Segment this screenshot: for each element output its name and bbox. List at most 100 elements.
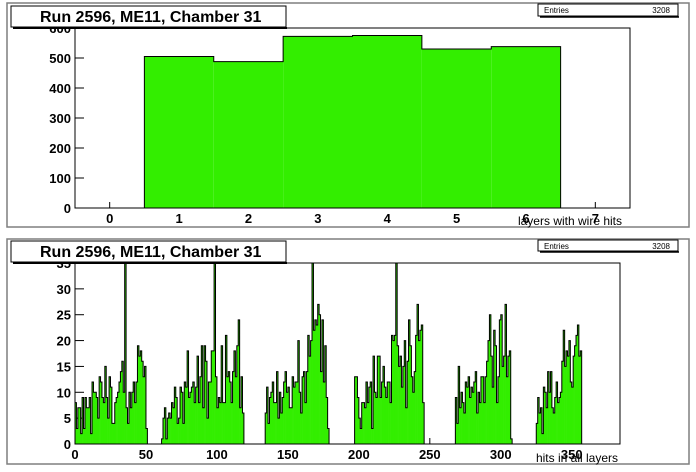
- top-stats-label: Entries: [544, 6, 569, 15]
- bottom-bin: [560, 392, 563, 444]
- bottom-bin: [415, 335, 418, 444]
- bottom-bin: [206, 418, 209, 444]
- top-stats-value: 3208: [652, 6, 670, 15]
- bottom-bin: [178, 418, 181, 444]
- bottom-bin: [502, 366, 504, 444]
- bottom-bin: [408, 319, 411, 444]
- bottom-bin: [241, 376, 243, 444]
- bottom-bin: [564, 366, 567, 444]
- bottom-bin: [323, 381, 326, 444]
- bottom-bin: [402, 366, 405, 444]
- bottom-bin: [387, 381, 389, 444]
- bottom-bin: [90, 433, 93, 444]
- bottom-bin: [561, 361, 564, 444]
- bottom-bin: [97, 418, 100, 444]
- bottom-bin: [536, 423, 538, 444]
- bottom-bin: [273, 402, 276, 444]
- top-bar: [144, 56, 214, 208]
- bottom-bin: [554, 397, 557, 444]
- bottom-bin: [573, 356, 575, 444]
- bottom-y-tick-label: 20: [57, 334, 71, 349]
- bottom-bin: [470, 387, 473, 444]
- bottom-bin: [506, 376, 509, 444]
- bottom-bin: [215, 376, 218, 444]
- bottom-bin: [195, 387, 198, 444]
- bottom-bin: [473, 381, 476, 444]
- bottom-bin: [401, 387, 404, 444]
- bottom-bin: [558, 397, 561, 444]
- top-x-tick-label: 4: [384, 211, 392, 226]
- bottom-bin: [287, 387, 290, 444]
- bottom-bin: [492, 387, 494, 444]
- bottom-bin: [456, 423, 459, 444]
- bottom-bin: [228, 371, 231, 444]
- bottom-bin: [216, 407, 219, 444]
- bottom-bin: [462, 402, 465, 444]
- top-x-tick-label: 5: [453, 211, 460, 226]
- bottom-bin: [404, 340, 406, 444]
- bottom-bin: [405, 407, 408, 444]
- bottom-bin: [143, 376, 145, 444]
- bottom-bin: [507, 356, 510, 444]
- bottom-bin: [495, 345, 497, 444]
- bottom-bin: [180, 387, 182, 444]
- bottom-bin: [503, 356, 506, 444]
- bottom-bin: [199, 376, 202, 444]
- bottom-bin: [201, 345, 204, 444]
- bottom-bin: [539, 412, 541, 444]
- bottom-x-tick-label: 200: [348, 447, 370, 462]
- bottom-bin: [99, 376, 101, 444]
- bottom-bin: [124, 263, 127, 444]
- bottom-bin: [370, 381, 372, 444]
- bottom-bin: [382, 366, 385, 444]
- bottom-bin: [409, 345, 412, 444]
- bottom-bin: [198, 402, 201, 444]
- bottom-bin: [377, 356, 380, 444]
- bottom-bin: [394, 335, 397, 444]
- bottom-bin: [540, 407, 543, 444]
- bottom-bin: [570, 381, 573, 444]
- bottom-bin: [400, 356, 402, 444]
- bottom-bin: [509, 350, 512, 444]
- bottom-bin: [185, 387, 188, 444]
- bottom-bin: [140, 350, 143, 444]
- bottom-bin: [93, 392, 96, 444]
- bottom-bin: [144, 366, 147, 444]
- bottom-bin: [418, 340, 421, 444]
- bottom-bin: [398, 366, 401, 444]
- bottom-bin: [563, 330, 565, 444]
- bottom-bin: [567, 356, 570, 444]
- bottom-bin: [289, 407, 292, 444]
- top-bar: [491, 46, 561, 208]
- bottom-bin: [202, 407, 205, 444]
- bottom-bin: [100, 381, 103, 444]
- bottom-bin: [131, 392, 134, 444]
- bottom-bin: [76, 428, 79, 444]
- bottom-bin: [266, 387, 269, 444]
- bottom-bin: [378, 356, 381, 444]
- bottom-bin: [557, 402, 560, 444]
- bottom-bin: [89, 397, 91, 444]
- bottom-x-axis-label: hits in all layers: [536, 451, 618, 465]
- bottom-bin: [218, 397, 221, 444]
- top-x-tick-label: 0: [106, 211, 113, 226]
- bottom-bin: [550, 371, 553, 444]
- bottom-bin: [411, 376, 414, 444]
- top-x-tick-label: 3: [314, 211, 321, 226]
- bottom-bin: [285, 371, 287, 444]
- bottom-plot-frame: [74, 262, 621, 445]
- bottom-bin: [578, 356, 581, 444]
- bottom-x-tick-label: 150: [277, 447, 299, 462]
- bottom-bin: [319, 314, 321, 444]
- bottom-x-tick-label: 100: [206, 447, 228, 462]
- bottom-bin: [390, 402, 392, 444]
- bottom-bin: [294, 381, 297, 444]
- bottom-x-tick-label: 50: [139, 447, 153, 462]
- bottom-y-tick-label: 0: [64, 437, 71, 452]
- bottom-y-tick-label: 15: [57, 359, 71, 374]
- bottom-bin: [172, 407, 175, 444]
- bottom-bin: [313, 330, 316, 444]
- bottom-bin: [265, 412, 267, 444]
- bottom-bin: [136, 381, 138, 444]
